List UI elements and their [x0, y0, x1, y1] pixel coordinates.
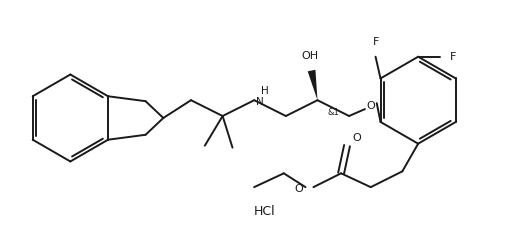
Text: &1: &1 [327, 108, 339, 116]
Text: N: N [256, 97, 264, 107]
Text: F: F [372, 37, 379, 47]
Text: OH: OH [301, 51, 318, 61]
Text: O: O [366, 101, 375, 111]
Polygon shape [307, 70, 318, 100]
Text: F: F [450, 52, 456, 62]
Text: HCl: HCl [254, 205, 276, 218]
Text: O: O [352, 133, 361, 143]
Text: O: O [295, 184, 304, 194]
Text: H: H [261, 86, 269, 96]
